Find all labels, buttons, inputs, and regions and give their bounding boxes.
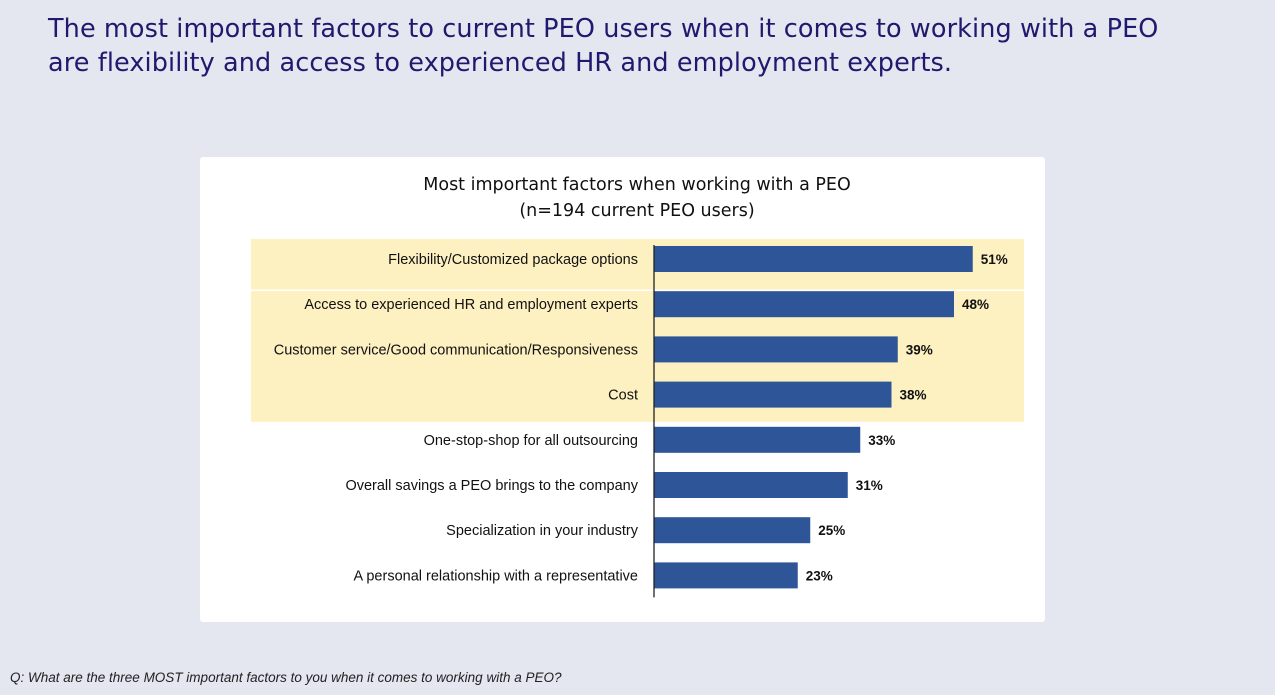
category-label: Cost: [608, 388, 638, 404]
category-label: Flexibility/Customized package options: [388, 252, 638, 268]
data-label: 39%: [906, 342, 933, 357]
category-label: Overall savings a PEO brings to the comp…: [345, 478, 638, 494]
bar: [654, 517, 811, 544]
survey-question-footnote: Q: What are the three MOST important fac…: [10, 670, 562, 685]
chart-title: Most important factors when working with…: [423, 175, 851, 195]
category-label: Specialization in your industry: [446, 523, 639, 539]
headline-line-2: are flexibility and access to experience…: [48, 48, 953, 78]
bar: [654, 336, 898, 363]
category-label: Customer service/Good communication/Resp…: [274, 342, 638, 358]
data-label: 48%: [962, 297, 989, 312]
page-headline: The most important factors to current PE…: [48, 12, 1248, 80]
category-label: One-stop-shop for all outsourcing: [424, 433, 638, 449]
data-label: 31%: [856, 478, 883, 493]
data-label: 23%: [806, 568, 833, 583]
bar: [654, 246, 973, 272]
category-label: Access to experienced HR and employment …: [304, 297, 638, 313]
data-label: 33%: [868, 433, 895, 448]
category-label: A personal relationship with a represent…: [353, 568, 638, 584]
bar: [654, 562, 798, 589]
bar: [654, 472, 848, 498]
headline-line-1: The most important factors to current PE…: [48, 14, 1159, 44]
chart-subtitle: (n=194 current PEO users): [519, 201, 755, 221]
bar: [654, 426, 861, 453]
bar: [654, 291, 954, 318]
data-label: 25%: [818, 523, 845, 538]
data-label: 38%: [900, 388, 927, 403]
data-label: 51%: [981, 252, 1008, 267]
bar: [654, 381, 892, 408]
